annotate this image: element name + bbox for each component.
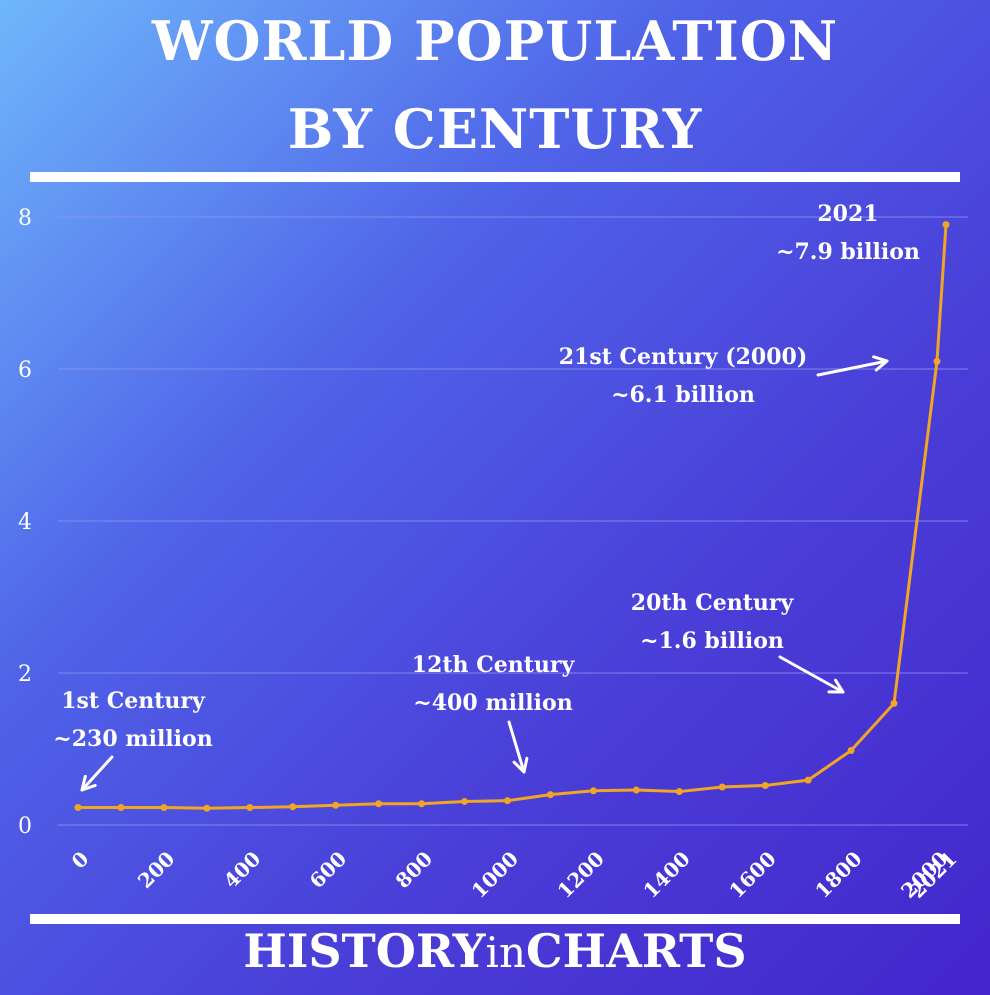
data-point: [890, 699, 898, 707]
data-point: [74, 804, 82, 812]
top-divider: [30, 172, 960, 182]
annotation-text: 2021: [817, 201, 878, 227]
series-points: [74, 221, 950, 812]
data-point: [804, 776, 812, 784]
annotation-text: ~230 million: [53, 726, 212, 752]
x-tick-label: 1400: [638, 847, 694, 903]
x-tick-label: 800: [391, 847, 437, 893]
annotation-arrows: [80, 355, 889, 792]
y-tick-label: 0: [18, 814, 32, 839]
data-point: [589, 787, 597, 795]
annotation-arrow-shaft: [80, 755, 114, 792]
annotation-text: 21st Century (2000): [559, 344, 808, 370]
annotation-arrow-head: [80, 774, 97, 792]
annotation-arrow-head: [512, 756, 529, 774]
annotation-text: 20th Century: [631, 590, 795, 616]
annotation-arrow-head: [872, 355, 889, 372]
data-point: [546, 791, 554, 799]
annotation-text: ~7.9 billion: [776, 239, 920, 265]
data-point: [942, 221, 950, 229]
annotation-text: ~1.6 billion: [640, 628, 784, 654]
annotation-text: ~400 million: [413, 690, 572, 716]
grid-lines: [58, 216, 968, 826]
data-point: [675, 788, 683, 796]
annotation-text: 12th Century: [412, 652, 576, 678]
brand-logo-text: HISTORYinCHARTS: [0, 928, 990, 974]
x-axis-ticks: 0 200 400 600 800 1000 1200 1400 1600 1800 2000202…: [67, 847, 962, 903]
data-point: [117, 804, 125, 812]
annotation-arrow-shaft: [507, 720, 526, 774]
data-point: [718, 783, 726, 791]
annotation-text: ~6.1 billion: [611, 382, 755, 408]
x-tick-label: 1200: [553, 847, 609, 903]
data-point: [160, 804, 168, 812]
data-point: [632, 786, 640, 794]
data-point: [418, 800, 426, 808]
y-axis-ticks: 0 2 4 6 8: [18, 206, 32, 839]
x-tick-label: 400: [219, 847, 265, 893]
series-line: [78, 224, 948, 810]
data-point: [289, 803, 297, 811]
y-tick-label: 6: [18, 358, 32, 383]
brand-part-history: HISTORY: [243, 924, 486, 978]
brand-part-in: in: [485, 928, 526, 977]
brand-part-charts: CHARTS: [526, 924, 747, 978]
data-point: [461, 797, 469, 805]
annotation-arrow-shaft: [816, 359, 889, 377]
y-tick-label: 4: [18, 510, 32, 535]
y-tick-label: 2: [18, 662, 32, 687]
title-line-2: BY CENTURY: [287, 97, 703, 161]
x-tick-label: 1600: [724, 847, 780, 903]
data-point: [203, 804, 211, 812]
data-point: [761, 781, 769, 789]
x-tick-label: 600: [305, 847, 351, 893]
series-line-layer: [78, 224, 948, 810]
x-tick-label: 0: [67, 847, 94, 874]
annotation-arrow-shaft: [778, 655, 845, 694]
annotation-arrow-head: [827, 678, 845, 694]
data-point: [375, 800, 383, 808]
x-tick-label: 200: [133, 847, 179, 893]
data-point: [332, 801, 340, 809]
data-point: [503, 797, 511, 805]
title-line-1: WORLD POPULATION: [151, 9, 839, 73]
annotations: 1st Century ~230 million 12th Century ~400 …: [53, 201, 920, 752]
annotation-text: 1st Century: [61, 688, 206, 714]
bottom-divider: [30, 914, 960, 924]
data-point: [933, 357, 941, 365]
data-point: [246, 804, 254, 812]
x-tick-label: 1000: [467, 847, 523, 903]
data-point: [847, 747, 855, 755]
y-tick-label: 8: [18, 206, 32, 231]
x-tick-label: 1800: [810, 847, 866, 903]
